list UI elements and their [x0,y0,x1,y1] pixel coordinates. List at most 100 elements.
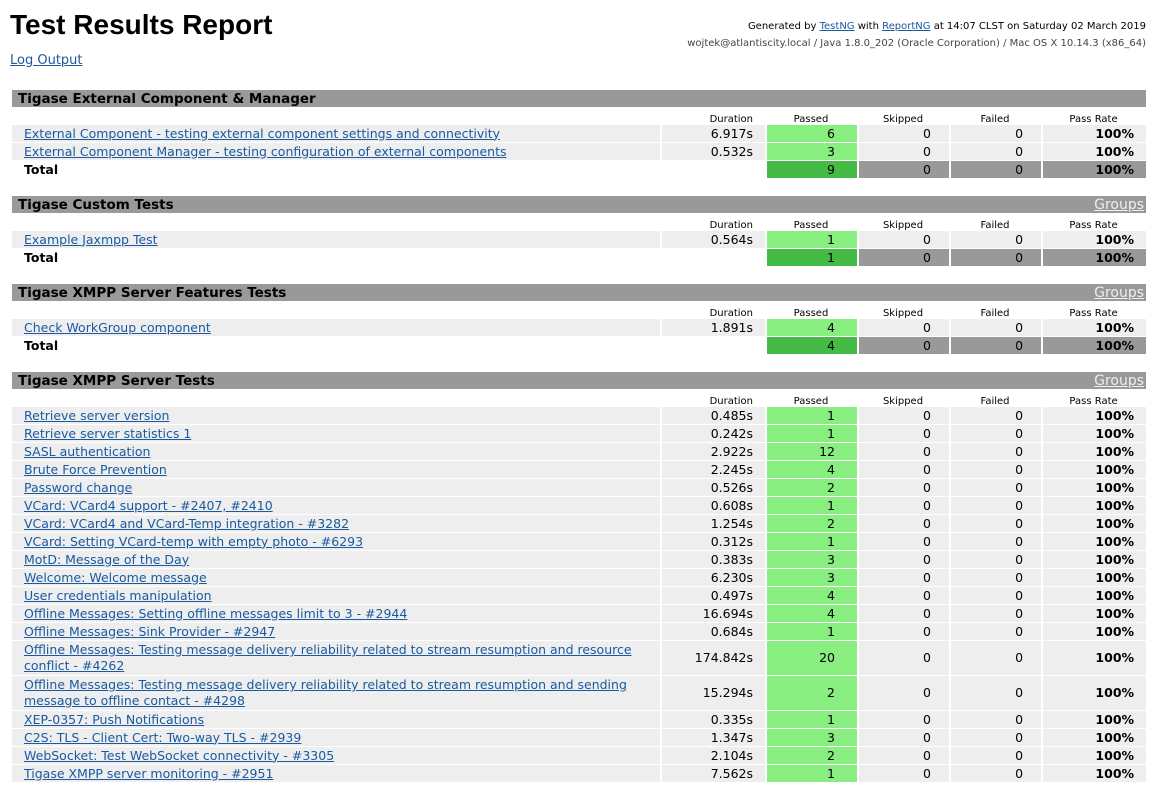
failed-count: 0 [949,676,1042,711]
total-pass-rate: 100% [1041,337,1147,354]
passed-count: 12 [765,443,857,461]
skipped-count: 0 [857,407,949,425]
skipped-count: 0 [857,587,949,605]
test-link[interactable]: Offline Messages: Testing message delive… [24,642,632,673]
failed-count: 0 [949,747,1042,765]
test-link[interactable]: SASL authentication [24,443,151,459]
pass-rate-value: 100% [1041,641,1147,676]
failed-count: 0 [949,407,1042,425]
test-link[interactable]: Password change [24,479,133,495]
pass-rate-column-header: Pass Rate [1069,396,1118,407]
test-link[interactable]: Welcome: Welcome message [24,569,207,585]
duration-value: 16.694s [660,605,765,623]
failed-count: 0 [949,425,1042,443]
test-link[interactable]: Offline Messages: Sink Provider - #2947 [24,623,276,639]
duration-value: 7.562s [660,765,765,783]
failed-count: 0 [949,125,1042,143]
total-duration-blank [660,161,765,178]
log-output-link[interactable]: Log Output [10,53,83,68]
test-link[interactable]: VCard: VCard4 support - #2407, #2410 [24,497,273,513]
total-passed: 1 [765,249,857,266]
test-link[interactable]: Tigase XMPP server monitoring - #2951 [24,765,274,781]
pass-rate-value: 100% [1041,319,1147,337]
test-row: Retrieve server statistics 1 0.242s 1 0 0 100… [12,425,1147,443]
duration-column-header: Duration [709,308,753,319]
test-link[interactable]: Offline Messages: Testing message delive… [24,677,627,708]
results-content: Tigase External Component & Manager Durat… [12,90,1147,801]
groups-link[interactable]: Groups [1094,196,1145,213]
duration-value: 0.383s [660,551,765,569]
test-link[interactable]: User credentials manipulation [24,587,212,603]
test-name-cell: Retrieve server version [12,407,660,425]
test-link[interactable]: XEP-0357: Push Notifications [24,711,205,727]
test-name-cell: Check WorkGroup component [12,319,660,337]
pass-rate-value: 100% [1041,533,1147,551]
groups-link[interactable]: Groups [1094,284,1145,301]
test-link[interactable]: VCard: Setting VCard-temp with empty pho… [24,533,364,549]
duration-value: 15.294s [660,676,765,711]
test-link[interactable]: Retrieve server statistics 1 [24,425,192,441]
duration-column-header: Duration [709,220,753,231]
pass-rate-value: 100% [1041,407,1147,425]
failed-count: 0 [949,443,1042,461]
passed-count: 4 [765,319,857,337]
skipped-column-header: Skipped [882,308,924,319]
total-duration-blank [660,337,765,354]
total-label: Total [12,249,660,266]
test-link[interactable]: C2S: TLS - Client Cert: Two-way TLS - #2… [24,729,302,745]
duration-value: 0.608s [660,497,765,515]
skipped-count: 0 [857,425,949,443]
test-name-cell: Tigase XMPP server monitoring - #2951 [12,765,660,783]
test-link[interactable]: WebSocket: Test WebSocket connectivity -… [24,747,335,763]
pass-rate-value: 100% [1041,443,1147,461]
passed-column-header: Passed [793,114,829,125]
failed-count: 0 [949,623,1042,641]
pass-rate-value: 100% [1041,747,1147,765]
skipped-count: 0 [857,551,949,569]
test-row: SASL authentication 2.922s 12 0 0 100% [12,443,1147,461]
duration-value: 0.532s [660,143,765,161]
test-name-cell: WebSocket: Test WebSocket connectivity -… [12,747,660,765]
test-name-cell: External Component Manager - testing con… [12,143,660,161]
groups-link[interactable]: Groups [1094,372,1145,389]
test-link[interactable]: Retrieve server version [24,407,170,423]
failed-column-header: Failed [980,308,1010,319]
test-link[interactable]: VCard: VCard4 and VCard-Temp integration… [24,515,350,531]
test-name-cell: Example Jaxmpp Test [12,231,660,249]
total-label: Total [12,337,660,354]
duration-value: 1.254s [660,515,765,533]
passed-count: 6 [765,125,857,143]
passed-count: 20 [765,641,857,676]
test-link[interactable]: Brute Force Prevention [24,461,167,477]
section-groups-cell [1041,90,1147,107]
test-link[interactable]: Check WorkGroup component [24,319,211,335]
test-link[interactable]: Offline Messages: Setting offline messag… [24,605,408,621]
test-link[interactable]: External Component Manager - testing con… [24,143,507,159]
generated-line: Generated by TestNG with ReportNG at 14:… [687,18,1146,35]
test-link[interactable]: External Component - testing external co… [24,125,501,141]
column-headers: Duration Passed Skipped Failed Pass Rate [12,213,1146,231]
testng-link[interactable]: TestNG [819,21,855,32]
duration-value: 1.891s [660,319,765,337]
failed-count: 0 [949,461,1042,479]
test-row: Check WorkGroup component 1.891s 4 0 0 100% [12,319,1147,337]
section-groups-cell: Groups [1041,196,1147,213]
duration-value: 6.917s [660,125,765,143]
passed-count: 3 [765,551,857,569]
section-header: Tigase External Component & Manager [12,90,1147,107]
total-row: Total 9 0 0 100% [12,161,1147,178]
column-headers: Duration Passed Skipped Failed Pass Rate [12,389,1146,407]
reportng-link[interactable]: ReportNG [882,21,931,32]
test-link[interactable]: Example Jaxmpp Test [24,231,158,247]
skipped-count: 0 [857,533,949,551]
test-row: Offline Messages: Setting offline messag… [12,605,1147,623]
duration-value: 0.684s [660,623,765,641]
pass-rate-value: 100% [1041,676,1147,711]
duration-value: 6.230s [660,569,765,587]
duration-value: 0.497s [660,587,765,605]
page-title: Test Results Report [10,9,273,40]
test-link[interactable]: MotD: Message of the Day [24,551,190,567]
test-row: Offline Messages: Sink Provider - #2947 0… [12,623,1147,641]
section-title: Tigase XMPP Server Tests [12,372,1042,389]
passed-count: 3 [765,143,857,161]
